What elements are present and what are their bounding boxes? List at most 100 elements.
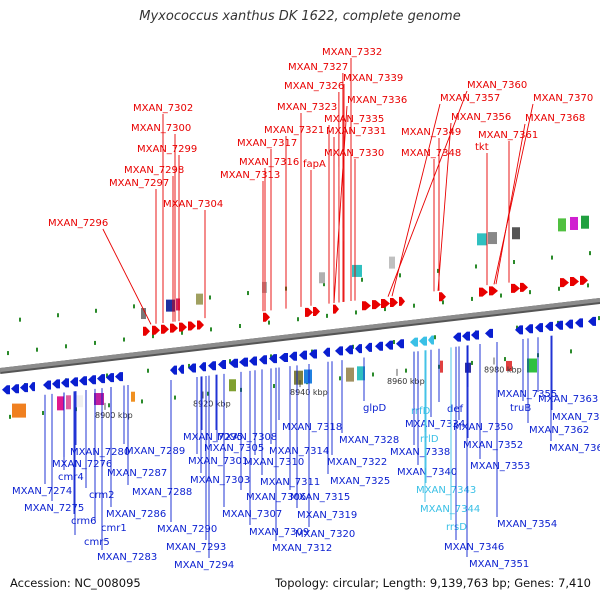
position-tick bbox=[270, 354, 272, 359]
position-tick bbox=[123, 337, 125, 342]
forward-gene-leader bbox=[495, 123, 526, 285]
forward-gene-arrow bbox=[489, 286, 498, 296]
reverse-gene-label: MXAN_7353 bbox=[470, 461, 530, 472]
position-tick bbox=[36, 347, 38, 352]
accession-text: Accession: NC_008095 bbox=[10, 576, 141, 590]
forward-gene-arrow bbox=[161, 324, 169, 334]
forward-gene-arrow bbox=[143, 326, 150, 336]
forward-gene-label: MXAN_7304 bbox=[163, 199, 223, 210]
forward-gene-arrow bbox=[179, 322, 187, 332]
reverse-gene-label: def bbox=[447, 404, 464, 415]
reverse-gene-arrow bbox=[385, 340, 393, 350]
kbp-label: 8960 kbp bbox=[387, 377, 425, 386]
position-tick bbox=[558, 286, 560, 291]
position-tick bbox=[209, 295, 211, 300]
reverse-gene-label: MXAN_7283 bbox=[97, 552, 157, 563]
reverse-gene-label: MXAN_7276 bbox=[52, 459, 112, 470]
reverse-gene-arrow bbox=[410, 337, 418, 347]
forward-gene-arrow bbox=[580, 275, 588, 285]
reverse-gene-arrow bbox=[565, 319, 573, 329]
position-tick bbox=[273, 384, 275, 389]
forward-gene-label: MXAN_7336 bbox=[347, 95, 407, 106]
reverse-gene-label: MXAN_7293 bbox=[166, 542, 226, 553]
position-tick bbox=[174, 395, 176, 400]
reverse-gene-label: MXAN_7275 bbox=[24, 503, 84, 514]
position-tick bbox=[570, 349, 572, 354]
position-tick bbox=[529, 290, 531, 295]
rna-gene-label: MXAN_7344 bbox=[420, 504, 480, 515]
position-tick bbox=[405, 368, 407, 373]
position-tick bbox=[108, 403, 110, 408]
reverse-gene-arrow bbox=[289, 351, 297, 361]
forward-gene-arrow bbox=[263, 312, 270, 322]
reverse-gene-label: MXAN_7320 bbox=[295, 529, 355, 540]
forward-gene-label: MXAN_7317 bbox=[237, 138, 297, 149]
reverse-gene-arrow bbox=[218, 360, 226, 370]
reverse-gene-label: MXAN_7286 bbox=[106, 509, 166, 520]
reverse-gene-label: MXAN_7363 bbox=[538, 394, 598, 405]
forward-gene-label: MXAN_7332 bbox=[322, 47, 382, 58]
position-tick bbox=[239, 323, 241, 328]
reverse-gene-label: MXAN_7287 bbox=[107, 468, 167, 479]
feature-box bbox=[440, 360, 443, 373]
forward-gene-label: MXAN_7321 bbox=[264, 125, 324, 136]
rna-gene-label: MXAN_7343 bbox=[416, 485, 476, 496]
position-tick bbox=[551, 255, 553, 260]
forward-gene-label: MXAN_7360 bbox=[467, 80, 527, 91]
forward-gene-arrow bbox=[439, 292, 446, 302]
reverse-gene-arrow bbox=[375, 341, 383, 351]
position-tick bbox=[516, 325, 518, 330]
reverse-gene-arrow bbox=[462, 331, 470, 341]
position-tick bbox=[475, 264, 477, 269]
forward-gene-label: MXAN_7348 bbox=[401, 148, 461, 159]
reverse-gene-label: cmr4 bbox=[58, 472, 84, 483]
feature-box bbox=[512, 227, 520, 240]
forward-gene-arrow bbox=[520, 282, 528, 292]
map-title: Myxococcus xanthus DK 1622, complete gen… bbox=[139, 9, 461, 24]
reverse-gene-label: MXAN_7328 bbox=[339, 435, 399, 446]
position-tick bbox=[210, 327, 212, 332]
forward-gene-arrow bbox=[390, 297, 398, 307]
position-tick bbox=[65, 344, 67, 349]
feature-box bbox=[581, 215, 589, 229]
position-tick bbox=[587, 283, 589, 288]
reverse-gene-arrow bbox=[229, 358, 238, 368]
reverse-gene-arrow bbox=[208, 361, 216, 371]
forward-gene-arrow bbox=[570, 276, 579, 286]
reverse-gene-arrow bbox=[309, 349, 317, 359]
reverse-gene-arrow bbox=[575, 318, 583, 328]
position-tick bbox=[57, 313, 59, 318]
position-tick bbox=[229, 359, 231, 364]
position-tick bbox=[9, 414, 11, 419]
position-tick bbox=[393, 340, 395, 345]
feature-box bbox=[75, 395, 83, 408]
reverse-gene-arrow bbox=[115, 372, 123, 382]
reverse-gene-arrow bbox=[345, 345, 353, 355]
reverse-gene-label: MXAN_7303 bbox=[190, 475, 250, 486]
forward-gene-arrow bbox=[333, 304, 339, 314]
forward-gene-arrow bbox=[170, 323, 178, 333]
reverse-gene-arrow bbox=[2, 385, 10, 395]
feature-box bbox=[294, 370, 303, 385]
reverse-gene-label: MXAN_7346 bbox=[444, 542, 504, 553]
feature-box bbox=[57, 396, 64, 411]
reverse-gene-label: MXAN_7308 bbox=[217, 432, 277, 443]
reverse-gene-arrow bbox=[365, 342, 372, 352]
position-tick bbox=[268, 320, 270, 325]
reverse-gene-label: MXAN_7340 bbox=[397, 467, 457, 478]
reverse-gene-label: MXAN_7314 bbox=[269, 446, 329, 457]
reverse-gene-arrow bbox=[355, 344, 362, 354]
reverse-gene-label: MXAN_7334 bbox=[405, 419, 465, 430]
forward-gene-label: MXAN_7300 bbox=[131, 123, 191, 134]
reverse-gene-arrow bbox=[588, 316, 596, 326]
feature-box bbox=[304, 369, 312, 384]
position-tick bbox=[399, 273, 401, 278]
reverse-gene-arrow bbox=[269, 354, 277, 364]
forward-gene-label: tkt bbox=[475, 142, 489, 153]
kbp-label: 8980 kbp bbox=[484, 366, 522, 375]
reverse-gene-arrow bbox=[419, 336, 427, 346]
position-tick bbox=[147, 368, 149, 373]
forward-gene-arrow bbox=[381, 299, 390, 309]
